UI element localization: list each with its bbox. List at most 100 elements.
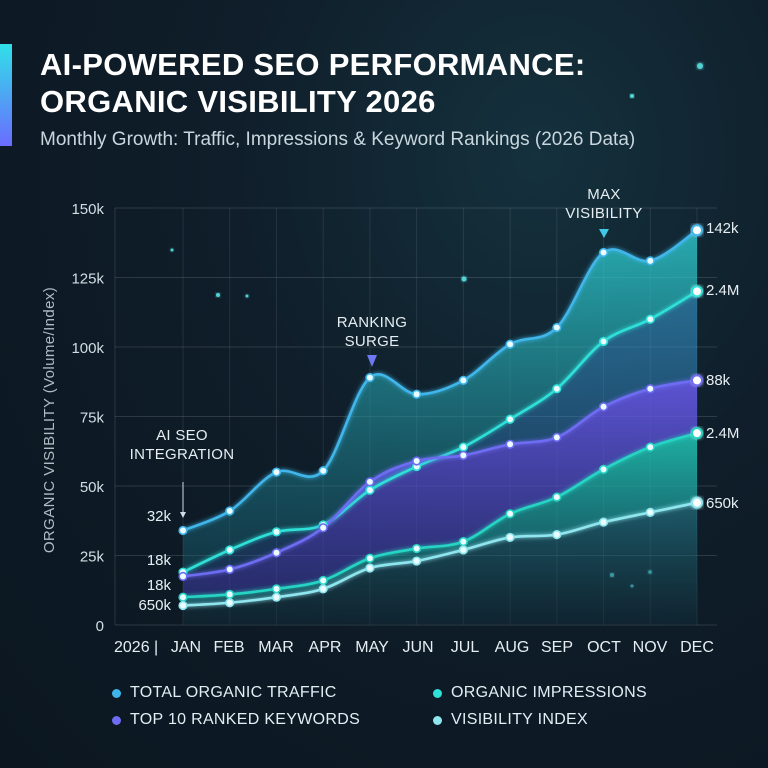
data-point <box>458 536 468 547</box>
x-tick-label: OCT <box>587 639 621 656</box>
data-point <box>271 584 282 594</box>
decorative-glow-dot <box>245 294 249 298</box>
data-point <box>412 543 422 554</box>
data-point <box>225 545 235 555</box>
series-start-label: 18k <box>147 552 172 569</box>
series-end-label: 88k <box>706 372 731 389</box>
data-point <box>645 507 655 518</box>
data-point <box>178 600 188 611</box>
data-point <box>412 389 422 399</box>
series-area <box>183 433 697 606</box>
data-point <box>552 530 562 540</box>
data-point <box>271 467 282 477</box>
data-point <box>458 442 468 452</box>
x-tick-label: JUN <box>402 639 433 656</box>
data-point <box>225 506 235 516</box>
annotation-arrowhead <box>180 512 186 518</box>
annotation-text: SURGE <box>345 333 400 350</box>
data-point <box>458 375 468 385</box>
data-point <box>318 584 328 594</box>
x-tick-label: FEB <box>213 639 244 656</box>
data-point <box>505 414 515 424</box>
y-tick-label: 25k <box>80 549 105 566</box>
decorative-glow-dot <box>697 63 703 69</box>
annotation-text: VISIBILITY <box>565 205 642 222</box>
end-point <box>691 224 703 237</box>
series-start-label: 650k <box>138 597 171 614</box>
x-tick-label: JAN <box>171 639 201 656</box>
decorative-glow-dot <box>461 276 467 282</box>
end-point <box>691 374 703 387</box>
x-tick-label: MAY <box>355 639 389 656</box>
x-tick-label: DEC <box>680 639 714 656</box>
data-point <box>178 592 188 602</box>
series-end-label: 2.4M <box>706 282 739 299</box>
x-tick-label: NOV <box>633 639 668 656</box>
data-point <box>505 509 515 519</box>
x-tick-label: APR <box>309 639 342 656</box>
data-point <box>365 563 375 573</box>
data-point <box>412 456 422 466</box>
series-area <box>183 230 697 573</box>
series-end-label: 142k <box>706 220 739 237</box>
data-point <box>225 564 235 575</box>
data-point <box>365 553 375 563</box>
data-point <box>178 571 188 581</box>
data-point <box>505 532 515 543</box>
data-point <box>598 247 609 258</box>
x-tick-label: JUL <box>451 639 480 656</box>
y-tick-label: 125k <box>71 271 104 288</box>
data-point <box>271 592 282 602</box>
data-point <box>598 336 609 347</box>
data-point <box>458 545 468 555</box>
data-point <box>645 314 655 324</box>
annotation-text: INTEGRATION <box>130 446 235 463</box>
data-point <box>318 466 328 476</box>
x-tick-label: MAR <box>258 639 294 656</box>
decorative-glow-dot <box>630 94 634 98</box>
end-point <box>691 427 703 440</box>
data-point <box>552 492 562 502</box>
y-tick-label: 0 <box>96 618 104 635</box>
data-point <box>505 339 515 349</box>
series-start-label: 32k <box>147 508 172 525</box>
annotation-text: RANKING <box>337 314 407 331</box>
end-point <box>691 496 703 509</box>
title-accent-bar <box>0 44 12 146</box>
data-point <box>458 450 468 461</box>
data-point <box>412 556 422 566</box>
data-point <box>178 525 188 536</box>
x-tick-label: AUG <box>495 639 530 656</box>
y-axis-label: ORGANIC VISIBILITY (Volume/Index) <box>41 287 58 553</box>
series-end-label: 650k <box>706 495 739 512</box>
annotation-text: AI SEO <box>156 427 208 444</box>
y-tick-label: 50k <box>80 479 105 496</box>
decorative-glow-dot <box>170 248 174 252</box>
chart-subtitle: Monthly Growth: Traffic, Impressions & K… <box>40 129 636 150</box>
decorative-glow-dot <box>216 293 220 297</box>
series-end-label: 2.4M <box>706 425 739 442</box>
y-tick-label: 75k <box>80 410 105 427</box>
data-point <box>271 527 282 537</box>
chart-title: AI-POWERED SEO PERFORMANCE: ORGANIC VISI… <box>40 47 586 119</box>
annotation-text: MAX <box>587 186 620 203</box>
series-start-label: 18k <box>147 577 172 594</box>
series-area <box>183 380 697 598</box>
data-point <box>598 402 609 412</box>
data-point <box>365 477 375 487</box>
end-point <box>691 285 703 298</box>
data-point <box>552 384 562 394</box>
annotation-marker <box>367 355 377 367</box>
x-axis-year-label: 2026 | <box>114 639 158 656</box>
y-tick-label: 150k <box>71 201 104 218</box>
data-point <box>552 322 562 333</box>
data-point <box>598 464 609 474</box>
data-point <box>645 256 655 266</box>
data-point <box>552 432 562 442</box>
y-tick-label: 100k <box>71 340 104 357</box>
x-tick-label: SEP <box>541 639 573 656</box>
data-point <box>505 439 515 449</box>
data-point <box>225 598 235 608</box>
data-point <box>225 589 235 600</box>
